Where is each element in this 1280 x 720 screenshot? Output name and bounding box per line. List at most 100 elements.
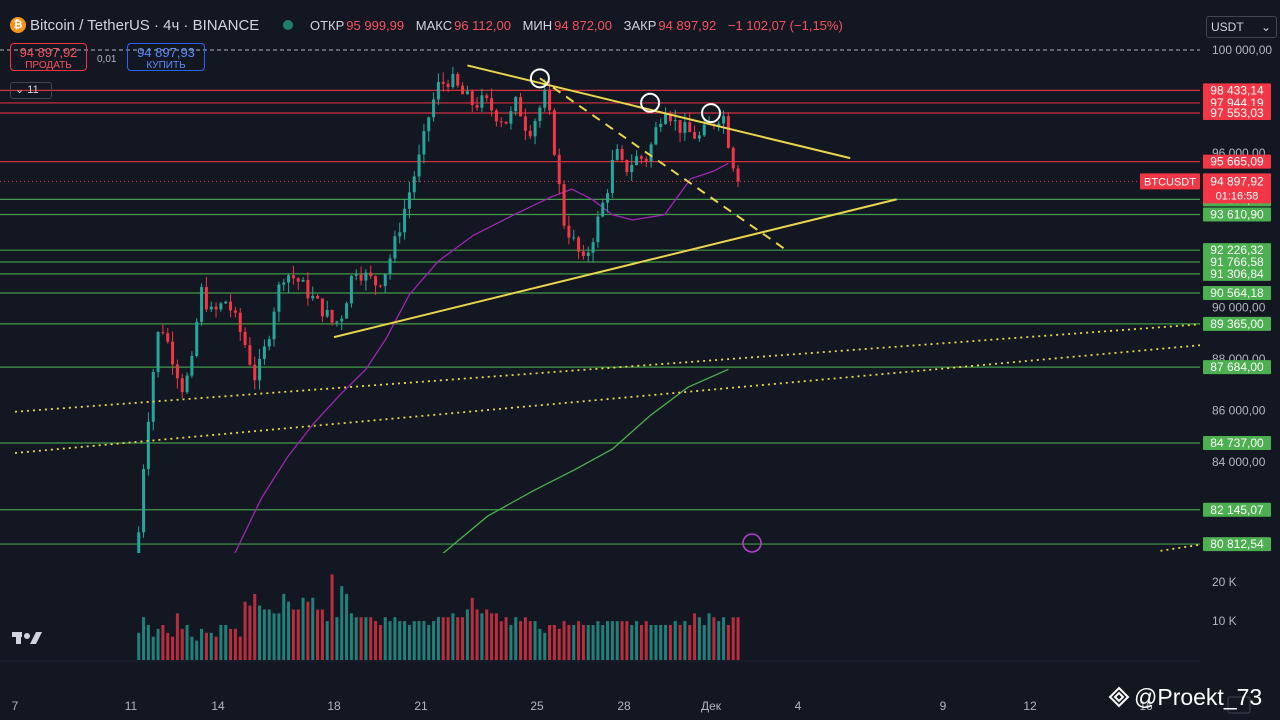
x-axis-settings-button[interactable] (1227, 696, 1251, 714)
close-key: ЗАКР (623, 18, 657, 33)
candle-body (659, 123, 663, 128)
high-key: МАКС (415, 18, 453, 33)
volume-bar (238, 636, 242, 660)
tv-logo-slash (30, 632, 42, 644)
volume-bar (156, 628, 160, 660)
symbol-tag-box (1140, 173, 1200, 190)
sell-button[interactable]: 94 897,92 ПРОДАТЬ (10, 43, 87, 71)
volume-bar (407, 625, 411, 660)
volume-bar (610, 621, 614, 660)
candle-body (354, 274, 358, 276)
buy-price: 94 897,93 (137, 45, 195, 60)
trend-line-solid (333, 198, 897, 339)
currency-value: USDT (1211, 20, 1244, 34)
chevron-down-icon: ⌄ (15, 84, 25, 96)
close-value: 94 897,92 (658, 18, 717, 33)
volume-bar (146, 625, 150, 660)
candle-body (175, 364, 179, 379)
candle-body (480, 95, 484, 108)
volume-bar (664, 625, 668, 660)
volume-bar (248, 605, 252, 660)
volume-bar (432, 621, 436, 660)
y-tick-label: 90 000,00 (1212, 301, 1266, 315)
volume-bar (262, 609, 266, 660)
x-tick-label: Дек (701, 699, 722, 713)
candle-body (393, 236, 397, 259)
volume-bar (702, 625, 706, 660)
candle-body (664, 114, 668, 124)
x-tick-label: 9 (940, 699, 947, 713)
candle-body (427, 117, 431, 132)
volume-bar (456, 617, 460, 660)
volume-bar (494, 613, 498, 660)
volume-bar (403, 621, 407, 660)
candle-body (432, 99, 436, 118)
volume-bar (417, 621, 421, 660)
candle-body (296, 278, 300, 282)
candle-body (456, 73, 460, 86)
buy-button[interactable]: 94 897,93 КУПИТЬ (127, 43, 205, 71)
candle-body (316, 295, 320, 299)
volume-bar (572, 625, 576, 660)
volume-bar (538, 628, 542, 660)
price-tag-box (1203, 316, 1271, 331)
indicators-toggle[interactable]: ⌄ 11 (10, 82, 52, 99)
volume-bar (378, 625, 382, 660)
candle-body (156, 332, 160, 372)
candle-body (219, 303, 223, 310)
currency-select[interactable]: USDT ⌄ (1206, 16, 1277, 38)
volume-bar (514, 617, 518, 660)
candle-body (185, 375, 189, 393)
volume-bar (185, 625, 189, 660)
touch-point-circle (701, 103, 721, 124)
volume-bar (620, 621, 624, 660)
candle-body (200, 287, 204, 322)
volume-bar (630, 625, 634, 660)
candle-body (702, 124, 706, 136)
volume-bar (291, 609, 295, 660)
candle-body (591, 242, 595, 253)
candle-body (683, 122, 687, 133)
candle-body (726, 116, 730, 148)
candle-body (243, 331, 247, 346)
candle-body (639, 156, 643, 159)
candle-body (335, 321, 339, 323)
volume-bar (499, 621, 503, 660)
volume-bar (528, 621, 532, 660)
volume-bar (480, 613, 484, 660)
volume-bar (436, 617, 440, 660)
volume-bar (654, 625, 658, 660)
volume-bar (151, 636, 155, 660)
price-tag-box (1203, 207, 1271, 222)
candle-body (209, 306, 213, 310)
candle-body (678, 120, 682, 133)
ma-fast-line (234, 162, 729, 553)
volume-bar (195, 640, 199, 660)
volume-bar (533, 621, 537, 660)
candle-body (446, 83, 450, 88)
candle-body (543, 89, 547, 108)
volume-bar (427, 625, 431, 660)
candle-body (253, 364, 257, 381)
volume-bar (388, 621, 392, 660)
volume-bar (374, 621, 378, 660)
candle-body (538, 107, 542, 121)
candle-body (504, 121, 508, 124)
tv-logo-stem (16, 632, 21, 644)
x-tick-label: 25 (530, 699, 544, 713)
price-tag-label: 93 610,90 (1210, 208, 1264, 222)
indicators-count: 11 (27, 84, 39, 96)
volume-bar (678, 625, 682, 660)
candle-body (649, 144, 653, 162)
volume-bar (693, 613, 697, 660)
volume-bar (712, 617, 716, 660)
candle-body (161, 332, 165, 334)
volume-bar (504, 617, 508, 660)
candle-body (282, 282, 286, 285)
volume-bar (325, 621, 329, 660)
symbol-title[interactable]: Bitcoin / TetherUS · 4ч · BINANCE (30, 17, 260, 34)
volume-bar (639, 625, 643, 660)
volume-bar (243, 601, 247, 660)
